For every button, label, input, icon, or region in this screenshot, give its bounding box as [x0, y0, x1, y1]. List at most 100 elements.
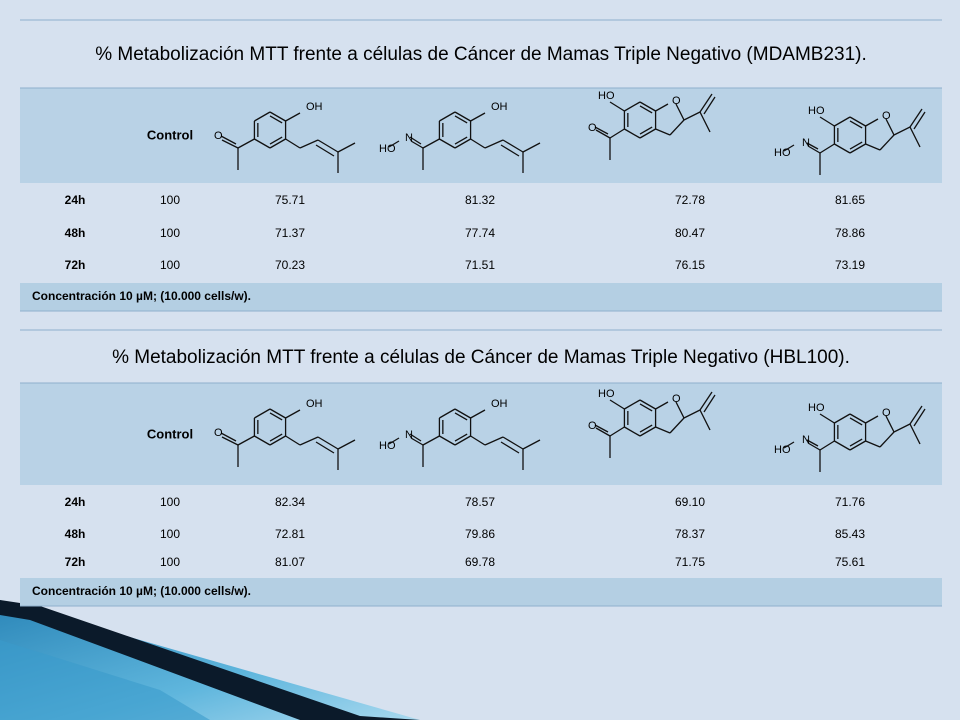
- bond: [865, 118, 879, 127]
- bond: [909, 405, 923, 425]
- atom-label: N: [405, 429, 413, 441]
- bond: [639, 399, 656, 410]
- bond: [315, 144, 335, 157]
- cell-value: 78.37: [675, 527, 705, 541]
- bond: [893, 423, 911, 433]
- cell-value: 75.61: [835, 555, 865, 569]
- bond: [849, 440, 866, 451]
- structure: OH N HO: [379, 398, 541, 470]
- table-title: % Metabolización MTT frente a células de…: [95, 44, 867, 65]
- bond: [806, 142, 819, 150]
- bond: [865, 143, 881, 151]
- cell-value: 71.37: [275, 226, 305, 240]
- bond: [865, 440, 881, 448]
- bond: [337, 439, 356, 450]
- row-label: 24h: [65, 495, 86, 509]
- bond: [454, 412, 468, 421]
- bond: [639, 403, 653, 412]
- bond: [454, 138, 471, 149]
- bond: [595, 427, 611, 437]
- bond: [655, 401, 669, 410]
- footer-row: [20, 283, 942, 311]
- bond: [609, 128, 625, 139]
- bond: [269, 408, 286, 419]
- cell-value: 72.81: [275, 527, 305, 541]
- table-note: Concentración 10 µM; (10.000 cells/w).: [32, 584, 251, 598]
- bond: [913, 408, 926, 427]
- bond: [439, 111, 456, 122]
- bond: [285, 138, 301, 149]
- atom-label: O: [588, 122, 597, 134]
- bond: [849, 438, 863, 447]
- bond: [834, 413, 851, 424]
- bond: [502, 139, 524, 153]
- bond: [422, 138, 440, 149]
- bond: [819, 413, 835, 424]
- bond: [454, 435, 471, 446]
- bond: [484, 436, 504, 446]
- atom-label: O: [882, 110, 891, 122]
- bond: [237, 435, 255, 446]
- bond: [655, 426, 671, 434]
- bond: [849, 141, 863, 150]
- bond: [699, 93, 713, 113]
- cell-value: 69.78: [465, 555, 495, 569]
- bond: [594, 126, 609, 135]
- cell-value: 81.32: [465, 193, 495, 207]
- cell-value: 79.86: [465, 527, 495, 541]
- bond: [470, 409, 486, 419]
- table-block: % Metabolización MTT frente a células de…: [20, 329, 942, 607]
- bond: [639, 426, 656, 437]
- bond: [409, 433, 422, 442]
- bond: [819, 116, 835, 127]
- bond: [388, 437, 400, 445]
- bond: [834, 143, 851, 154]
- bond: [909, 108, 923, 128]
- bond: [849, 413, 866, 424]
- bond: [669, 417, 685, 434]
- bond: [819, 143, 835, 154]
- row-label: 24h: [65, 193, 86, 207]
- bond: [683, 409, 701, 419]
- atom-label: OH: [491, 101, 508, 113]
- table-title: % Metabolización MTT frente a células de…: [112, 347, 850, 368]
- atom-label: HO: [774, 147, 791, 159]
- footer-row: [20, 578, 942, 606]
- bond: [439, 138, 456, 149]
- bond: [454, 433, 468, 442]
- cell-value: 100: [160, 495, 180, 509]
- bond: [500, 441, 520, 454]
- atom-label: HO: [379, 143, 396, 155]
- cell-value: 71.51: [465, 258, 495, 272]
- bond: [285, 435, 301, 446]
- bond: [285, 409, 301, 419]
- bond: [675, 401, 685, 419]
- bond: [669, 119, 685, 136]
- bond: [609, 101, 625, 112]
- row-label: 72h: [65, 555, 86, 569]
- bond: [699, 111, 711, 133]
- bond: [849, 417, 863, 426]
- bond: [594, 424, 609, 433]
- bond: [909, 423, 921, 445]
- bond: [237, 138, 255, 149]
- bond: [806, 439, 819, 447]
- cell-value: 81.07: [275, 555, 305, 569]
- bond: [470, 112, 486, 122]
- bond: [454, 408, 471, 419]
- structure: HO O N HO: [774, 402, 926, 472]
- bond: [317, 436, 339, 450]
- row-label: 48h: [65, 226, 86, 240]
- bond: [410, 437, 424, 446]
- bond: [269, 111, 286, 122]
- atom-label: OH: [306, 101, 323, 113]
- atom-label: HO: [808, 105, 825, 117]
- bond: [454, 136, 468, 145]
- bond: [522, 439, 541, 450]
- bond: [909, 126, 921, 148]
- bond: [609, 399, 625, 410]
- header-row: [20, 88, 942, 183]
- bond: [639, 101, 656, 112]
- cell-value: 100: [160, 555, 180, 569]
